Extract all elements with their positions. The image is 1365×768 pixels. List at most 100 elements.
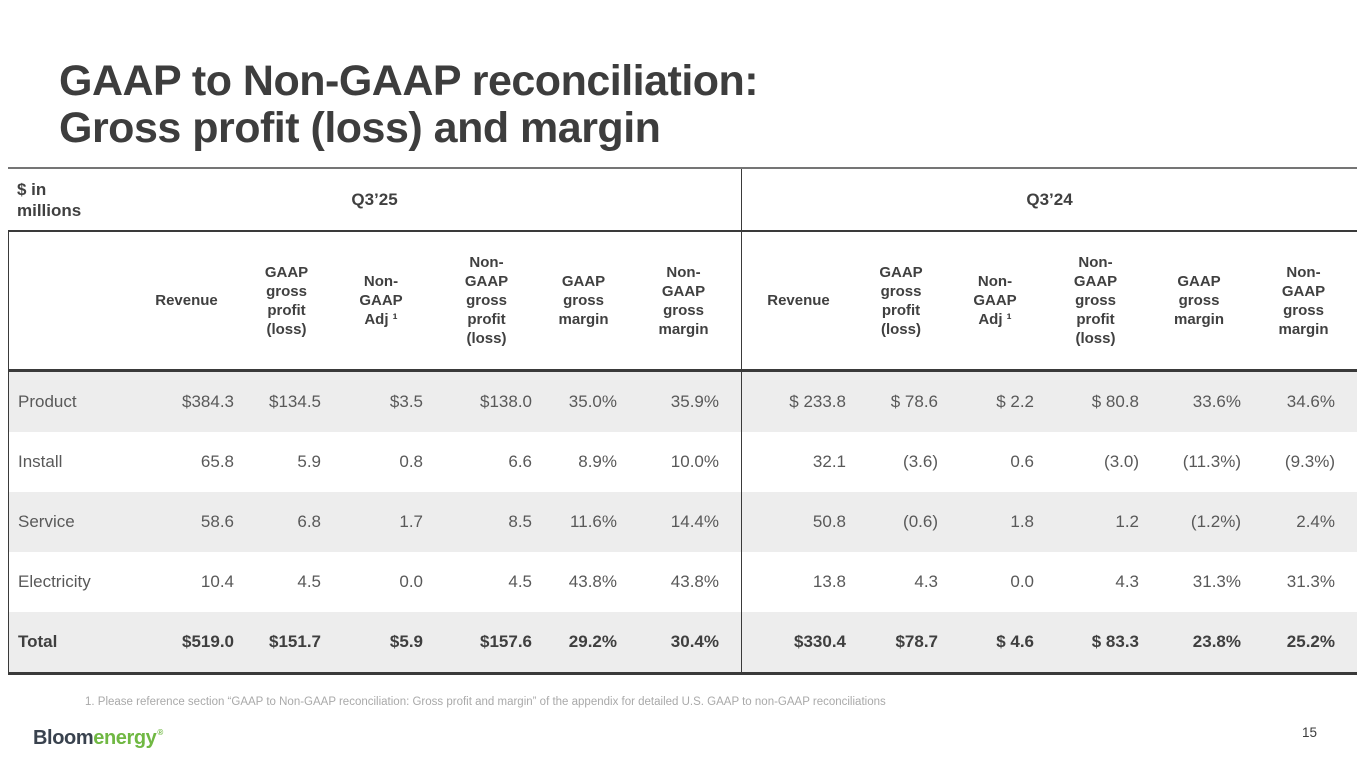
page-title: GAAP to Non-GAAP reconciliation: Gross p…: [59, 58, 759, 152]
data-cell-q324: $ 2.2: [947, 372, 1043, 432]
data-cell-q325: 6.6: [508, 452, 532, 471]
data-cell-q325: $384.3: [130, 372, 243, 432]
data-cell-q324: (9.3%): [1284, 452, 1335, 471]
data-cell-q324: 1.8: [947, 492, 1043, 552]
data-cell-q324: $ 78.6: [855, 372, 947, 432]
data-cell-q324: 0.0: [1010, 572, 1034, 591]
row-label: Service: [8, 492, 130, 552]
data-cell-q325: $151.7: [243, 612, 330, 672]
data-cell-q325: $5.9: [330, 612, 432, 672]
column-header-line: profit: [881, 301, 921, 319]
data-cell-q325: $519.0: [130, 612, 243, 672]
logo-bloom: Bloom: [33, 727, 94, 749]
column-header-line: GAAP: [879, 263, 923, 281]
data-cell-q324: 25.2%: [1250, 612, 1357, 672]
data-cell-q324: $330.4: [741, 612, 855, 672]
column-header-left: Non- GAAP Adj ¹: [330, 232, 432, 372]
data-cell-q324: (3.0): [1104, 452, 1139, 471]
column-header-right: Non- GAAP gross margin: [1250, 232, 1357, 372]
column-header-right: Revenue: [741, 232, 855, 372]
data-cell-q324: (1.2%): [1148, 492, 1250, 552]
column-header-line: GAAP: [561, 273, 606, 290]
column-header-line: Non-: [977, 273, 1013, 290]
data-cell-q325: 35.9%: [626, 372, 741, 432]
data-cell-q325: 43.8%: [670, 572, 719, 591]
data-cell-q325: 14.4%: [626, 492, 741, 552]
data-cell-q325: 0.8: [399, 452, 423, 471]
column-header-line: (loss): [466, 330, 507, 347]
column-header-right: GAAP gross margin: [1148, 232, 1250, 372]
column-header-right: Non- GAAP gross profit (loss): [1043, 232, 1148, 372]
column-header-line: Non-: [469, 254, 504, 271]
period-label-q325: Q3’25: [351, 189, 398, 209]
data-cell-q324: $ 83.3: [1043, 612, 1148, 672]
column-header-line: GAAP: [1281, 282, 1326, 300]
data-cell-q324: (0.6): [855, 492, 947, 552]
data-cell-q324: 31.3%: [1286, 572, 1335, 591]
data-cell-q324: 13.8: [741, 552, 855, 612]
data-cell-q324: $ 80.8: [1043, 372, 1148, 432]
data-cell-q324: 0.6: [1010, 452, 1034, 471]
corner-cell: [8, 232, 130, 372]
column-header-line: gross: [663, 301, 704, 319]
column-header-left: GAAP gross profit (loss): [243, 232, 330, 372]
column-header-line: Adj ¹: [364, 311, 398, 328]
data-cell-q324: 32.1: [741, 432, 855, 492]
data-cell-q324: 1.2: [1043, 492, 1148, 552]
column-header-line: profit: [467, 311, 506, 328]
column-header-line: profit: [267, 301, 306, 319]
data-cell-q325: 35.0%: [541, 372, 626, 432]
row-label: Total: [8, 612, 130, 672]
column-header-line: gross: [1178, 292, 1220, 309]
column-header-left: Non- GAAP gross profit (loss): [432, 232, 541, 372]
data-cell-q325: $3.5: [330, 372, 432, 432]
data-cell-q325: 58.6: [130, 492, 243, 552]
row-label: Product: [8, 372, 130, 432]
column-header-line: (loss): [880, 320, 921, 338]
data-cell-q324: 2.4%: [1250, 492, 1357, 552]
column-header-line: gross: [1075, 292, 1116, 309]
column-header-line: Adj ¹: [978, 311, 1012, 328]
column-header-line: Revenue: [767, 292, 830, 309]
data-cell-q324: 34.6%: [1250, 372, 1357, 432]
data-cell-q324: (3.6): [903, 452, 938, 471]
data-cell-q324: 23.8%: [1148, 612, 1250, 672]
row-label: Electricity: [8, 552, 130, 612]
data-cell-q324: $78.7: [855, 612, 947, 672]
data-cell-q324: (11.3%): [1182, 452, 1241, 471]
registered-trademark-icon: ®: [157, 728, 163, 737]
reconciliation-table: $ in millions Q3’25 Q3’24 Revenue GAAP gross pr…: [8, 167, 1357, 675]
data-cell-q324: 31.3%: [1192, 572, 1241, 591]
data-cell-q325: 1.7: [330, 492, 432, 552]
column-header-line: Non-: [666, 263, 701, 281]
period-header-q325: $ in millions Q3’25: [8, 169, 741, 232]
units-label-line: millions: [17, 201, 82, 220]
column-header-line: margin: [1278, 320, 1329, 338]
page-number: 15: [1302, 725, 1318, 740]
column-header-line: Revenue: [155, 292, 218, 309]
bloom-energy-logo: Bloomenergy®: [33, 727, 163, 750]
column-header-line: Non-: [1078, 254, 1113, 271]
data-cell-q325: 8.9%: [578, 452, 617, 471]
column-header-line: margin: [558, 311, 609, 328]
data-cell-q325: 5.9: [297, 452, 321, 471]
footnote: 1. Please reference section “GAAP to Non…: [85, 696, 886, 708]
column-header-line: Non-: [1286, 263, 1321, 281]
column-header-left: Non- GAAP gross margin: [626, 232, 741, 372]
page-title-line2: Gross profit (loss) and margin: [59, 104, 661, 152]
period-label-q324: Q3’24: [1026, 189, 1073, 209]
column-header-line: GAAP: [264, 263, 309, 281]
column-header-line: profit: [1076, 311, 1115, 328]
column-header-line: Non-: [363, 273, 399, 290]
data-cell-q324: $ 4.6: [947, 612, 1043, 672]
column-header-line: GAAP: [973, 292, 1017, 309]
logo-energy: energy: [93, 727, 157, 749]
data-cell-q324: 4.3: [914, 572, 938, 591]
units-label-line: $ in: [17, 180, 47, 199]
data-cell-q325: 0.0: [399, 572, 423, 591]
data-cell-q324: 4.3: [1115, 572, 1139, 591]
data-cell-q325: $157.6: [432, 612, 541, 672]
column-header-line: (loss): [266, 320, 307, 338]
units-label: $ in millions: [17, 179, 81, 221]
